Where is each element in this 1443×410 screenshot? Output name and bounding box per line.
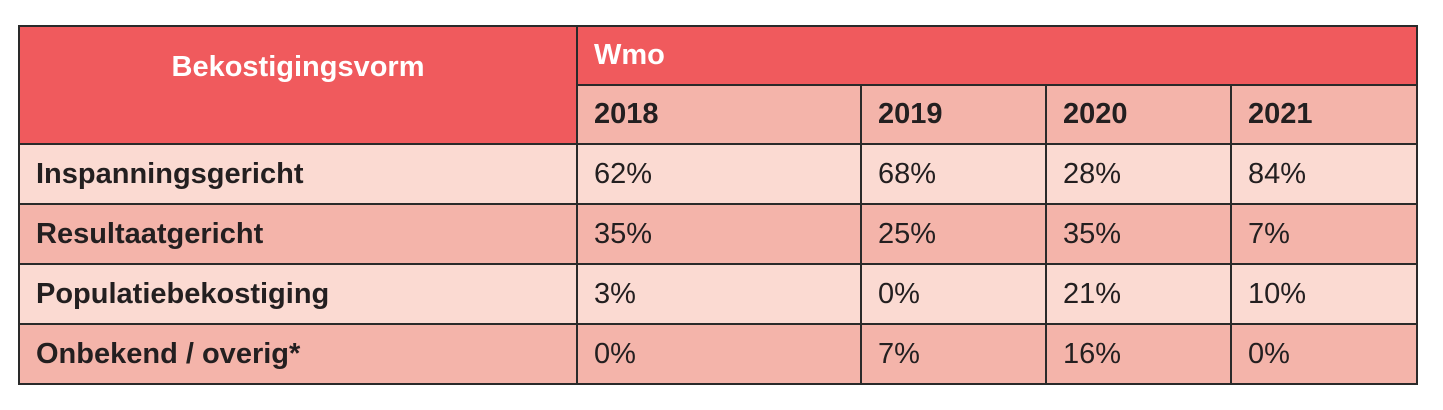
table-cell: 16% xyxy=(1045,323,1232,385)
table-cell: 7% xyxy=(860,323,1047,385)
table-cell: 68% xyxy=(860,143,1047,205)
table-cell: 0% xyxy=(1230,323,1418,385)
table-cell: 25% xyxy=(860,203,1047,265)
table-cell: 0% xyxy=(860,263,1047,325)
bekostiging-table: Bekostigingsvorm Wmo 2018 2019 2020 2021… xyxy=(18,25,1418,385)
table-cell: 21% xyxy=(1045,263,1232,325)
table-cell: 35% xyxy=(576,203,862,265)
table-row: Inspanningsgericht 62% 68% 28% 84% xyxy=(18,143,1418,205)
header-year-2019: 2019 xyxy=(860,84,1047,145)
row-label: Resultaatgericht xyxy=(18,203,578,265)
table-cell: 0% xyxy=(576,323,862,385)
row-label: Inspanningsgericht xyxy=(18,143,578,205)
table-cell: 28% xyxy=(1045,143,1232,205)
header-year-2020: 2020 xyxy=(1045,84,1232,145)
row-label: Populatiebekostiging xyxy=(18,263,578,325)
table-cell: 3% xyxy=(576,263,862,325)
table-row: Onbekend / overig* 0% 7% 16% 0% xyxy=(18,323,1418,385)
table-cell: 84% xyxy=(1230,143,1418,205)
table-cell: 62% xyxy=(576,143,862,205)
table-row: Populatiebekostiging 3% 0% 21% 10% xyxy=(18,263,1418,325)
table-row: Resultaatgericht 35% 25% 35% 7% xyxy=(18,203,1418,265)
header-wmo: Wmo xyxy=(576,25,1418,86)
row-label: Onbekend / overig* xyxy=(18,323,578,385)
header-year-2021: 2021 xyxy=(1230,84,1418,145)
table-cell: 7% xyxy=(1230,203,1418,265)
header-bekostigingsvorm: Bekostigingsvorm xyxy=(18,25,578,145)
table-cell: 10% xyxy=(1230,263,1418,325)
header-year-2018: 2018 xyxy=(576,84,862,145)
table-cell: 35% xyxy=(1045,203,1232,265)
